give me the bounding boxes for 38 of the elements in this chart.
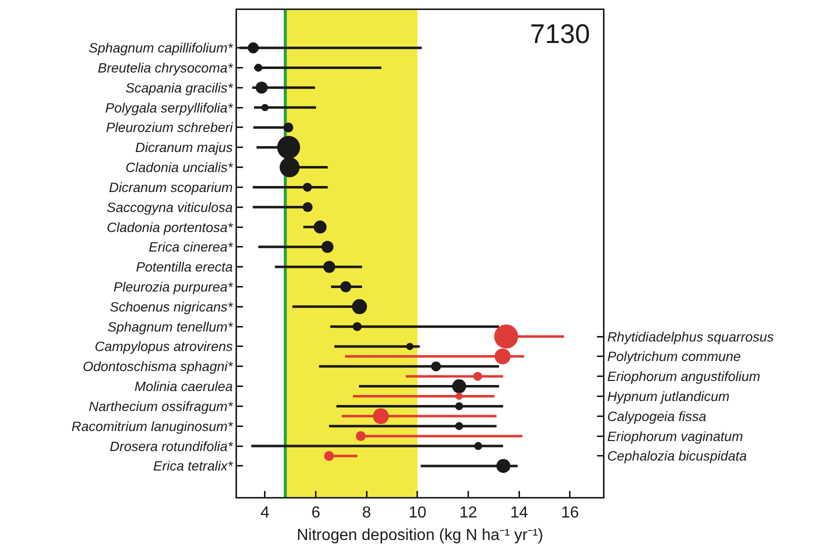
y-tick-label: Dicranum majus	[135, 140, 234, 156]
y2-tick-label: Eriophorum angustifolium	[607, 369, 760, 384]
x-tick-label: 4	[260, 504, 270, 522]
y-tick-label: Sphagnum tenellum*	[107, 319, 234, 334]
y-tick-label: Dicranum scoparium	[109, 180, 233, 195]
y-tick-label: Pleurozium schreberi	[106, 120, 234, 136]
x-tick-label: 16	[561, 504, 579, 522]
x-tick-label: 14	[510, 504, 528, 522]
y-tick-label: Narthecium ossifragum*	[88, 398, 234, 414]
y2-tick-label: Hypnum jutlandicum	[607, 388, 730, 404]
x-axis-title: Nitrogen deposition (kg N ha⁻¹ yr⁻¹)	[296, 527, 544, 544]
y-tick-label: Breutelia chrysocoma*	[98, 60, 234, 76]
y2-tick-label: Calypogeia fissa	[607, 408, 707, 424]
y2-tick-label: Cephalozia bicuspidata	[607, 448, 748, 464]
y-tick-label: Saccogyna viticulosa	[106, 200, 234, 215]
y-tick-label: Cladonia portentosa*	[106, 220, 234, 235]
y-tick-label: Drosera rotundifolia*	[110, 438, 234, 454]
y-tick-label: Molinia caerulea	[134, 379, 234, 394]
annotation: 7130	[530, 19, 590, 49]
y-tick-label: Racomitrium lanuginosum*	[71, 418, 234, 434]
y2-tick-label: Polytrichum commune	[607, 349, 741, 364]
x-tick-label: 10	[408, 504, 426, 522]
y-tick-label: Sphagnum capillifolium*	[88, 40, 234, 56]
y2-tick-label: Rhytidiadelphus squarrosus	[607, 329, 774, 344]
y-tick-label: Potentilla erecta	[136, 260, 234, 275]
x-tick-label: 12	[459, 504, 478, 522]
y-tick-label: Odontoschisma sphagni*	[82, 359, 234, 374]
y2-tick-label: Eriophorum vaginatum	[607, 428, 744, 444]
y-tick-label: Pleurozia purpurea*	[113, 279, 234, 294]
y-tick-label: Cladonia uncialis*	[125, 160, 234, 176]
y-tick-label: Erica cinerea*	[148, 240, 234, 255]
y-tick-label: Campylopus atrovirens	[94, 339, 234, 354]
y-tick-label: Erica tetralix*	[153, 458, 234, 474]
y-tick-label: Schoenus nigricans*	[110, 299, 234, 314]
x-tick-label: 8	[362, 504, 372, 522]
y-tick-label: Scapania gracilis*	[125, 80, 234, 96]
x-tick-label: 6	[311, 504, 320, 522]
y-tick-label: Polygala serpyllifolia*	[105, 100, 234, 116]
